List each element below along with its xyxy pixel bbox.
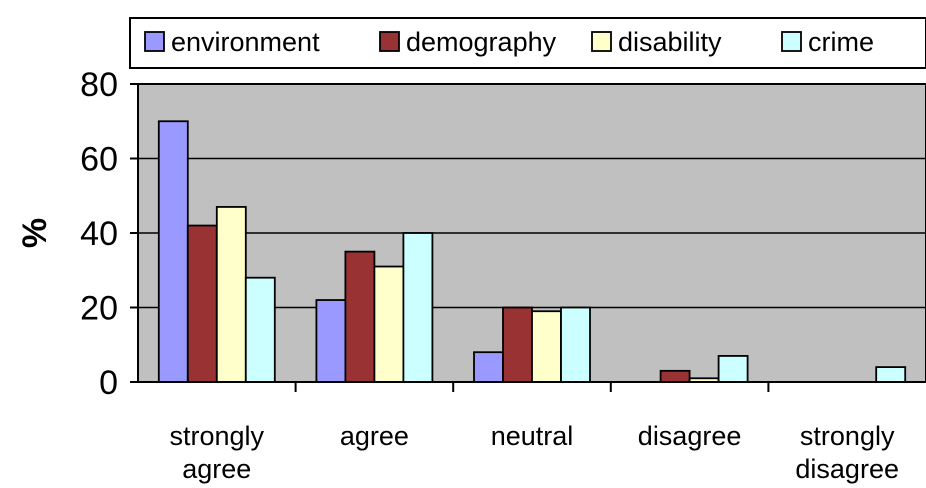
axes <box>130 83 926 392</box>
y-tick-label: 60 <box>80 141 118 179</box>
x-category-label: disagree <box>638 421 742 451</box>
bar-disability-0 <box>215 206 247 383</box>
bar-crime-1 <box>402 232 434 383</box>
bar-demography-2 <box>502 306 533 383</box>
legend-label-environment: environment <box>171 27 320 57</box>
legend: environment demography disability crime <box>129 17 926 69</box>
legend-label-demography: demography <box>406 27 557 57</box>
y-tick-label: 0 <box>99 364 118 402</box>
bar-demography-3 <box>659 369 691 383</box>
bar-environment-0 <box>157 120 189 383</box>
bar-demography-0 <box>186 224 218 383</box>
x-category-label: agree <box>340 421 409 451</box>
bar-demography-1 <box>344 250 376 383</box>
bar-crime-3 <box>717 355 749 383</box>
legend-swatch-crime <box>781 31 802 52</box>
bar-disability-2 <box>531 310 562 383</box>
bar-crime-2 <box>560 306 591 383</box>
y-tick-label: 80 <box>80 66 118 104</box>
bar-environment-2 <box>473 351 504 383</box>
x-category-label: strongly agree <box>170 421 265 484</box>
legend-swatch-environment <box>144 31 165 52</box>
legend-label-disability: disability <box>618 27 722 57</box>
x-category-label: strongly disagree <box>795 421 899 484</box>
bar-disability-1 <box>373 265 405 383</box>
legend-label-crime: crime <box>808 27 874 57</box>
y-tick-labels: 0 20 40 60 80 <box>80 66 118 402</box>
bar-crime-4 <box>875 366 907 383</box>
y-tick-label: 20 <box>80 290 118 328</box>
y-axis-label: % <box>16 218 54 248</box>
bar-environment-1 <box>315 299 347 383</box>
x-category-labels: strongly agree agree neutral disagree strongl… <box>170 421 899 484</box>
legend-swatch-disability <box>591 31 612 52</box>
x-category-label: neutral <box>491 421 574 451</box>
bar-crime-0 <box>244 276 276 383</box>
y-tick-label: 40 <box>80 215 118 253</box>
legend-swatch-demography <box>379 31 400 52</box>
